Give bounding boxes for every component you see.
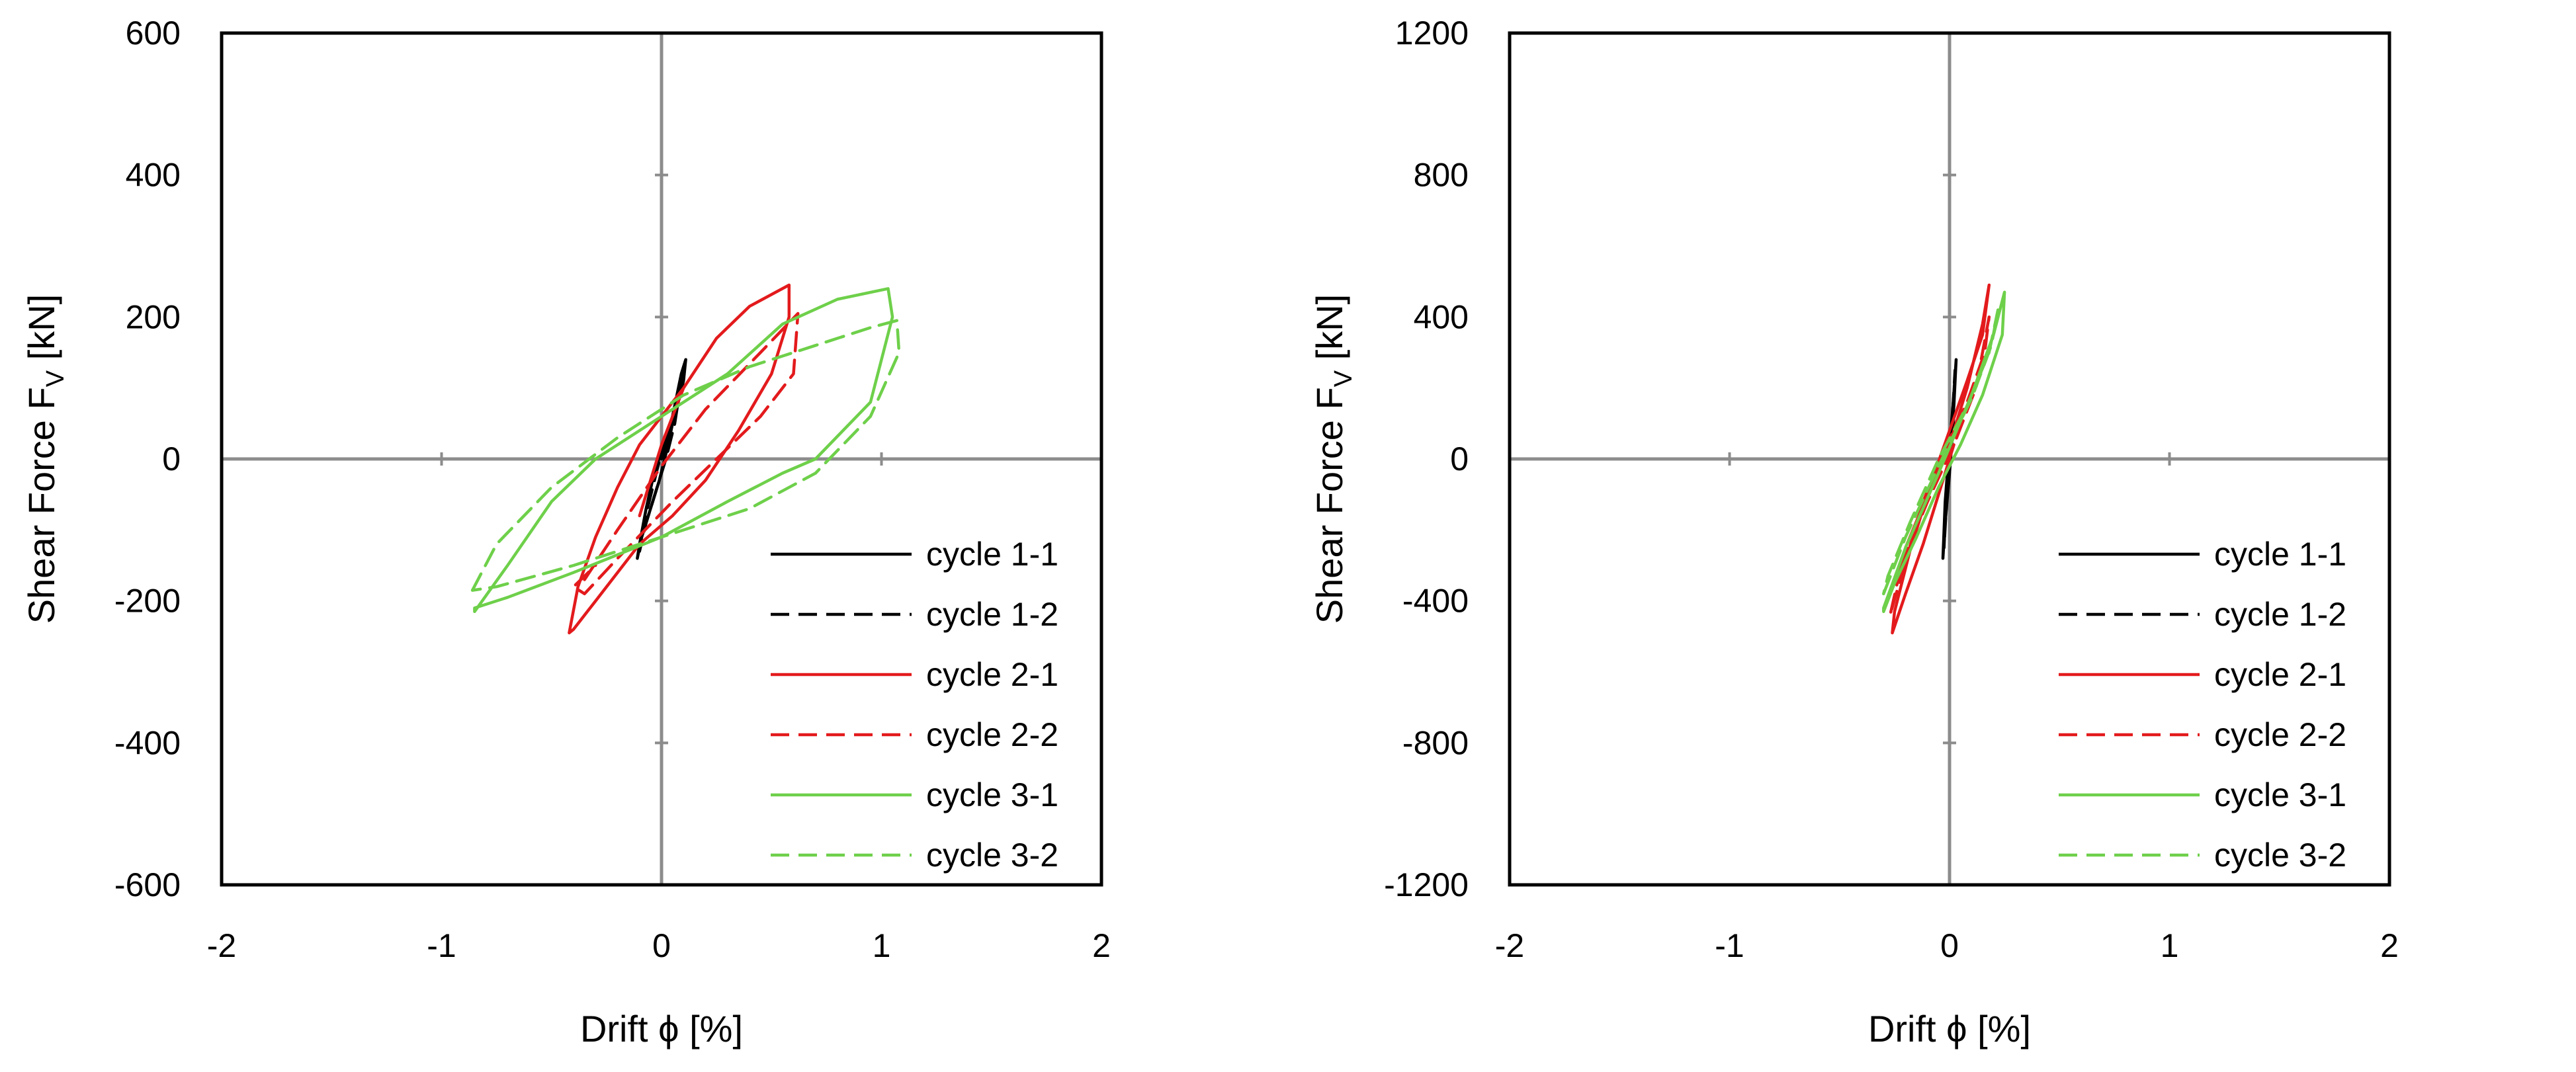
legend-label: cycle 2-2 — [926, 716, 1058, 753]
legend-label: cycle 1-2 — [926, 596, 1058, 633]
legend-label: cycle 3-2 — [2214, 837, 2346, 874]
y-tick-label: -1200 — [1384, 866, 1469, 903]
x-tick-label: 0 — [1940, 927, 1959, 964]
legend-label: cycle 2-1 — [926, 656, 1058, 693]
x-axis-title: Drift ϕ [%] — [580, 1008, 743, 1050]
y-axis-title: Shear Force FV [kN] — [1309, 294, 1357, 624]
y-axis-title-main: Shear Force F — [21, 387, 62, 624]
y-tick-label: 1200 — [1395, 15, 1469, 52]
series-line-cycle-2-2 — [572, 311, 800, 596]
legend-label: cycle 1-2 — [2214, 596, 2346, 633]
y-axis-title-unit: [kN] — [1309, 294, 1350, 370]
chart-right: -1200 -800 -400 0 400 800 1200 -2 -1 0 1 2 Drift ϕ [… — [1288, 0, 2576, 1072]
y-tick-label: -800 — [1402, 724, 1469, 761]
legend-label: cycle 3-2 — [926, 837, 1058, 874]
series-line-cycle-3-2 — [470, 319, 901, 592]
x-tick-label: -1 — [427, 927, 456, 964]
y-tick-label: 400 — [126, 157, 181, 194]
x-tick-label: -2 — [1495, 927, 1524, 964]
y-tick-label: 0 — [162, 440, 181, 477]
series-line-cycle-2-1 — [1891, 283, 1991, 635]
y-tick-label: 400 — [1414, 298, 1469, 335]
y-tick-label: 800 — [1414, 157, 1469, 194]
chart-left-svg: -600 -400 -200 0 200 400 600 -2 -1 0 1 2 Drift ϕ [%]… — [21, 15, 1111, 1050]
y-tick-label: -200 — [114, 583, 181, 620]
legend-label: cycle 2-2 — [2214, 716, 2346, 753]
series-line-cycle-3-1 — [1882, 290, 2006, 614]
x-axis-title: Drift ϕ [%] — [1868, 1008, 2031, 1050]
y-tick-label: 600 — [126, 15, 181, 52]
legend-label: cycle 3-1 — [926, 776, 1058, 813]
y-tick-label: 0 — [1450, 440, 1469, 477]
x-tick-label: -1 — [1715, 927, 1744, 964]
x-tick-label: 2 — [1092, 927, 1111, 964]
x-tick-label: 1 — [873, 927, 891, 964]
x-tick-label: 0 — [652, 927, 671, 964]
y-tick-label: 200 — [126, 298, 181, 335]
y-tick-label: -600 — [114, 866, 181, 903]
y-axis-title-main: Shear Force F — [1309, 387, 1350, 624]
series-line-cycle-3-2 — [1882, 308, 2000, 596]
legend-label: cycle 2-1 — [2214, 656, 2346, 693]
legend-label: cycle 1-1 — [2214, 536, 2346, 573]
series-line-cycle-1-2 — [638, 365, 685, 553]
plot-frame — [220, 31, 1103, 887]
y-axis-title-subscript: V — [42, 370, 69, 387]
legend-label: cycle 1-1 — [926, 536, 1058, 573]
y-axis-title-unit: [kN] — [21, 294, 62, 370]
x-tick-label: 1 — [2161, 927, 2179, 964]
series-line-cycle-3-1 — [473, 287, 894, 614]
x-tick-label: -2 — [207, 927, 236, 964]
x-tick-label: 2 — [2380, 927, 2399, 964]
y-tick-label: -400 — [1402, 583, 1469, 620]
y-tick-label: -400 — [114, 724, 181, 761]
y-axis-title: Shear Force FV [kN] — [21, 294, 69, 624]
legend-label: cycle 3-1 — [2214, 776, 2346, 813]
chart-right-svg: -1200 -800 -400 0 400 800 1200 -2 -1 0 1 2 Drift ϕ [… — [1309, 15, 2399, 1050]
plot-frame — [1508, 31, 2391, 887]
chart-left: -600 -400 -200 0 200 400 600 -2 -1 0 1 2 Drift ϕ [%]… — [21, 15, 1111, 1050]
series-line-cycle-2-2 — [1888, 315, 1991, 617]
y-axis-title-subscript: V — [1330, 370, 1357, 387]
series-line-cycle-2-1 — [568, 283, 791, 635]
